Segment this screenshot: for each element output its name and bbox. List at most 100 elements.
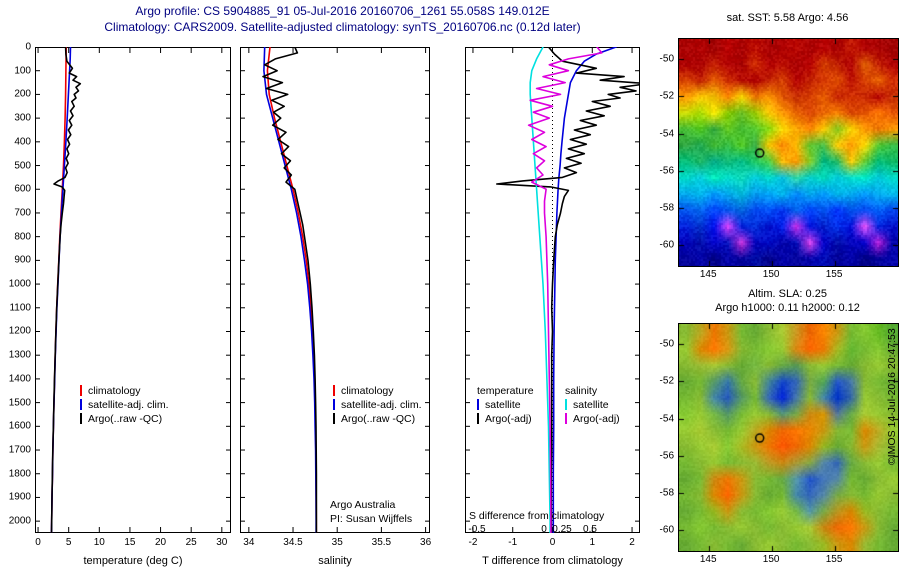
depth-tick-label: 700 [14, 207, 31, 219]
latitude-tick-label: -50 [659, 338, 674, 350]
x-tick-label: 25 [185, 537, 197, 548]
legend-label-satellite: satellite-adj. clim. [341, 399, 422, 411]
sst-map [678, 38, 899, 267]
legend-row-s-argo: Argo(-adj) [565, 412, 620, 426]
s-difference-scale-label: -0.5 [468, 524, 486, 535]
depth-tick-label: 2000 [8, 515, 31, 527]
legend-label-t-satellite: satellite [485, 399, 521, 411]
latitude-tick-label: -60 [659, 524, 674, 536]
longitude-tick-label: 145 [699, 269, 717, 280]
depth-tick-label: 1100 [9, 302, 31, 314]
x-tick-label: 0 [549, 537, 556, 548]
salinity-profile-plot [240, 47, 430, 533]
x-tick-label: -1 [508, 537, 518, 548]
difference-legend-temperature-header: temperature [477, 385, 534, 397]
x-tick-label: 0 [35, 537, 41, 548]
climatology-line-swatch [80, 385, 82, 396]
figure-subtitle: Climatology: CARS2009. Satellite-adjuste… [104, 20, 581, 34]
depth-tick-label: 0 [25, 41, 31, 53]
latitude-tick-label: -60 [659, 239, 674, 251]
t-satellite-line-swatch [477, 399, 479, 410]
legend-row-t-satellite: satellite [477, 398, 534, 412]
depth-tick-label: 1600 [8, 420, 31, 432]
depth-tick-label: 1800 [8, 468, 31, 480]
argo-line-swatch [333, 413, 335, 424]
latitude-tick-label: -54 [659, 413, 674, 424]
figure-title: Argo profile: CS 5904885_91 05-Jul-2016 … [135, 4, 550, 18]
x-tick-label: 34.5 [283, 537, 303, 548]
legend-label-satellite: satellite-adj. clim. [88, 399, 169, 411]
depth-tick-label: 1000 [8, 278, 31, 290]
x-tick-label: 5 [65, 537, 72, 548]
x-tick-label: 30 [216, 537, 228, 548]
temperature-profile-plot [35, 47, 231, 533]
x-tick-label: 35.5 [371, 537, 392, 548]
argo-australia-annotation: Argo Australia [330, 499, 396, 511]
satellite-line-swatch [80, 399, 82, 410]
x-tick-label: 10 [93, 537, 105, 548]
difference-legend-salinity-header: salinity [565, 385, 598, 397]
depth-tick-label: 300 [14, 112, 31, 124]
x-tick-label: 15 [124, 537, 136, 548]
legend-label-s-argo: Argo(-adj) [573, 413, 620, 425]
latitude-tick-label: -54 [659, 128, 674, 139]
latitude-tick-label: -52 [659, 375, 674, 387]
difference-profile-plot [465, 47, 640, 533]
s-difference-scale-label: 0.5 [583, 524, 597, 535]
depth-tick-label: 400 [14, 136, 31, 148]
sla-map-title-line2: Argo h1000: 0.11 h2000: 0.12 [715, 302, 860, 314]
longitude-tick-label: 145 [699, 554, 717, 565]
x-axis-label: salinity [318, 555, 352, 567]
legend-row-satellite: satellite-adj. clim. [80, 398, 169, 412]
legend-row-argo: Argo(..raw -QC) [333, 412, 422, 426]
longitude-tick-label: 150 [762, 554, 780, 565]
depth-tick-label: 800 [14, 231, 31, 243]
s-argo-line-swatch [565, 413, 567, 424]
depth-tick-label: 900 [14, 254, 31, 266]
temperature-legend: climatology satellite-adj. clim. Argo(..… [80, 384, 169, 426]
latitude-tick-label: -52 [659, 90, 674, 102]
difference-legend-salinity: salinity satellite Argo(-adj) [565, 384, 620, 426]
legend-label-climatology: climatology [88, 385, 141, 397]
depth-tick-label: 1400 [8, 373, 31, 385]
x-tick-label: 34 [243, 537, 255, 548]
sst-map-title: sat. SST: 5.58 Argo: 4.56 [726, 12, 849, 24]
depth-tick-label: 600 [14, 183, 31, 195]
legend-row-climatology: climatology [333, 384, 422, 398]
depth-tick-label: 1500 [8, 397, 31, 409]
depth-tick-label: 1900 [8, 491, 31, 503]
s-satellite-line-swatch [565, 399, 567, 410]
depth-tick-label: 1700 [8, 444, 31, 456]
imos-watermark: ©IMOS 14-Jul-2016 20:47:53 [886, 328, 898, 465]
legend-label-argo: Argo(..raw -QC) [341, 413, 416, 425]
depth-tick-label: 100 [14, 65, 31, 77]
depth-tick-label: 1300 [8, 349, 31, 361]
legend-row-argo: Argo(..raw -QC) [80, 412, 169, 426]
latitude-tick-label: -58 [659, 202, 674, 214]
depth-tick-label: 500 [14, 160, 31, 172]
legend-row-climatology: climatology [80, 384, 169, 398]
legend-row-t-argo: Argo(-adj) [477, 412, 534, 426]
depth-tick-label: 200 [14, 88, 31, 100]
x-tick-label: 35 [331, 537, 343, 548]
s-difference-scale-label: 0.25 [552, 524, 572, 535]
legend-label-t-argo: Argo(-adj) [485, 413, 532, 425]
pi-annotation: PI: Susan Wijffels [330, 513, 413, 525]
latitude-tick-label: -50 [659, 53, 674, 65]
longitude-tick-label: 150 [762, 269, 780, 280]
argo-line-swatch [80, 413, 82, 424]
latitude-tick-label: -56 [659, 450, 674, 462]
x-tick-label: 20 [155, 537, 167, 548]
legend-row-s-satellite: satellite [565, 398, 620, 412]
legend-label-s-satellite: satellite [573, 399, 609, 411]
x-axis-label: T difference from climatology [482, 555, 623, 567]
x-tick-label: 2 [629, 537, 635, 548]
satellite-line-swatch [333, 399, 335, 410]
longitude-tick-label: 155 [825, 269, 843, 280]
t-argo-line-swatch [477, 413, 479, 424]
x-tick-label: -2 [468, 537, 478, 548]
difference-legend-temperature: temperature satellite Argo(-adj) [477, 384, 534, 426]
s-difference-scale-label: 0 [541, 524, 547, 535]
latitude-tick-label: -56 [659, 165, 674, 177]
x-tick-label: 36 [420, 537, 432, 548]
